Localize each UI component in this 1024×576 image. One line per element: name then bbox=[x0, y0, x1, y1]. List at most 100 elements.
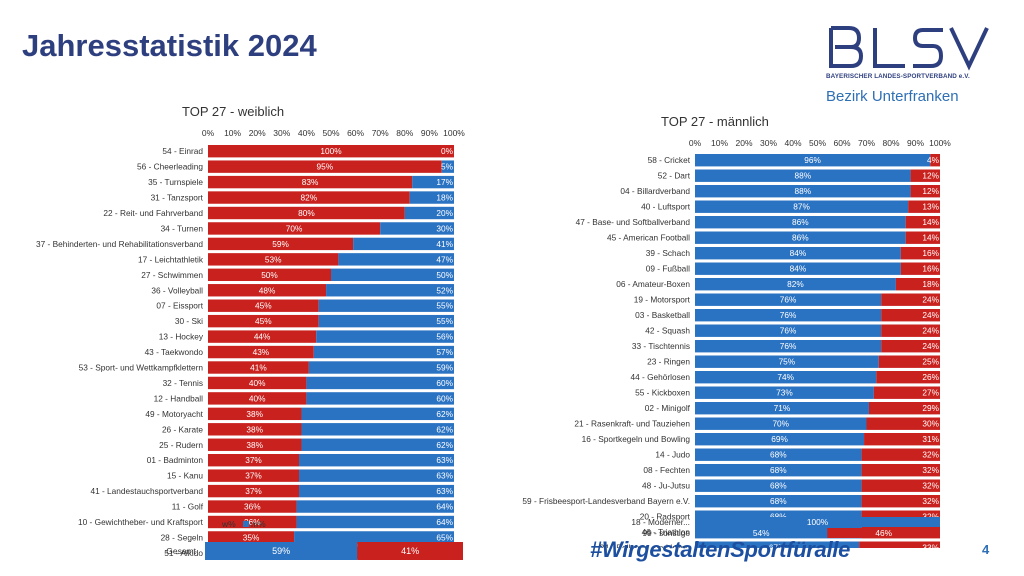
data-label: 0% bbox=[441, 146, 454, 156]
bar-m-12 bbox=[316, 330, 454, 343]
category-label: 59 - Frisbeesport-Landesverband Bayern e… bbox=[522, 496, 690, 506]
bar-m-1 bbox=[695, 169, 911, 182]
bar-m-22 bbox=[695, 495, 862, 508]
x-tick-label: 50% bbox=[809, 138, 826, 148]
logo-bezirk: Bezirk Unterfranken bbox=[826, 88, 959, 105]
extra-data-label-w: 46% bbox=[875, 528, 892, 538]
bar-w-17 bbox=[866, 417, 940, 430]
x-tick-label: 60% bbox=[833, 138, 850, 148]
category-label: 41 - Landestauchsportverband bbox=[90, 486, 203, 496]
category-label: 45 - American Football bbox=[607, 233, 690, 243]
category-label: 39 - Schach bbox=[646, 248, 691, 258]
data-label: 32% bbox=[922, 496, 939, 506]
category-label: 04 - Billardverband bbox=[620, 186, 690, 196]
data-label: 44% bbox=[254, 332, 271, 342]
data-label: 83% bbox=[302, 177, 319, 187]
bar-w-16 bbox=[208, 392, 307, 405]
page-number: 4 bbox=[982, 542, 990, 557]
legend-swatch-m bbox=[243, 521, 249, 527]
bar-m-20 bbox=[695, 464, 862, 477]
x-tick-label: 40% bbox=[298, 128, 315, 138]
hashtag: #WirgestaltenSportfüralle bbox=[590, 537, 851, 562]
bar-m-19 bbox=[301, 438, 454, 451]
data-label: 45% bbox=[255, 301, 272, 311]
data-label: 38% bbox=[246, 424, 263, 434]
data-label: 26% bbox=[922, 372, 939, 382]
data-label: 73% bbox=[776, 388, 793, 398]
data-label: 68% bbox=[770, 450, 787, 460]
category-label: 13 - Hockey bbox=[159, 332, 204, 342]
bar-w-21 bbox=[208, 469, 300, 482]
data-label: 55% bbox=[436, 301, 453, 311]
data-label: 12% bbox=[922, 171, 939, 181]
data-label: 70% bbox=[772, 419, 789, 429]
legend-swatch-w bbox=[214, 521, 220, 527]
bar-m-16 bbox=[306, 392, 454, 405]
data-label: 12% bbox=[922, 186, 939, 196]
category-label: 26 - Karate bbox=[162, 424, 203, 434]
bar-w-11 bbox=[208, 314, 319, 328]
category-label: 24 - Rollsport- und Inline bbox=[600, 543, 691, 548]
bar-m-7 bbox=[338, 253, 454, 266]
data-label: 88% bbox=[794, 171, 811, 181]
data-label: 59% bbox=[272, 239, 289, 249]
extra-bar-m-1 bbox=[695, 528, 828, 538]
bar-m-5 bbox=[380, 222, 454, 235]
category-label: 36 - Volleyball bbox=[151, 285, 203, 295]
bar-w-18 bbox=[864, 433, 940, 446]
category-label: 46 - Triathlon bbox=[642, 527, 691, 537]
x-tick-label: 30% bbox=[760, 138, 777, 148]
data-label: 32% bbox=[922, 512, 939, 522]
extra-data-label-m: 54% bbox=[753, 528, 770, 538]
data-label: 67% bbox=[769, 543, 786, 548]
data-label: 88% bbox=[794, 186, 811, 196]
data-label: 37% bbox=[245, 455, 262, 465]
data-label: 96% bbox=[804, 155, 821, 165]
x-tick-label: 90% bbox=[421, 128, 438, 138]
data-label: 76% bbox=[780, 326, 797, 336]
data-label: 62% bbox=[436, 409, 453, 419]
bar-w-4 bbox=[905, 216, 940, 229]
category-label: 54 - Einrad bbox=[162, 146, 203, 156]
category-label: 30 - Ski bbox=[175, 316, 203, 326]
category-label: 51 - Aikido bbox=[164, 548, 203, 558]
bar-w-7 bbox=[900, 262, 940, 275]
bar-w-9 bbox=[881, 293, 940, 306]
bar-w-16 bbox=[868, 402, 940, 415]
data-label: 37% bbox=[245, 486, 262, 496]
bar-w-20 bbox=[861, 464, 940, 477]
bar-w-23 bbox=[208, 500, 297, 513]
category-label: 35 - Turnspiele bbox=[148, 177, 203, 187]
category-label: 02 - Minigolf bbox=[645, 403, 691, 413]
data-label: 32% bbox=[922, 450, 939, 460]
data-label: 53% bbox=[265, 254, 282, 264]
bar-m-0 bbox=[695, 154, 931, 167]
category-label: 01 - Badminton bbox=[147, 455, 204, 465]
data-label: 40% bbox=[249, 393, 266, 403]
data-label: 17% bbox=[436, 177, 453, 187]
bar-w-5 bbox=[905, 231, 940, 244]
category-label: 43 - Taekwondo bbox=[145, 347, 204, 357]
data-label: 18% bbox=[922, 279, 939, 289]
data-label: 69% bbox=[771, 434, 788, 444]
bar-m-14 bbox=[695, 371, 877, 384]
bar-m-7 bbox=[695, 262, 901, 275]
bar-w-10 bbox=[208, 299, 319, 312]
data-label: 52% bbox=[436, 285, 453, 295]
data-label: 24% bbox=[922, 310, 939, 320]
data-label: 36% bbox=[244, 517, 261, 527]
bar-m-12 bbox=[695, 340, 882, 353]
data-label: 38% bbox=[246, 409, 263, 419]
data-label: 32% bbox=[922, 481, 939, 491]
bar-m-13 bbox=[313, 345, 454, 359]
bar-w-11 bbox=[881, 324, 940, 337]
category-label: 16 - Sportkegeln und Bowling bbox=[582, 434, 691, 444]
category-label: 17 - Leichtathletik bbox=[138, 254, 204, 264]
bar-m-18 bbox=[301, 423, 454, 436]
data-label: 59% bbox=[436, 363, 453, 373]
category-label: 11 - Golf bbox=[172, 502, 204, 512]
x-tick-label: 100% bbox=[929, 138, 951, 148]
bar-m-4 bbox=[404, 206, 454, 220]
bar-w-18 bbox=[208, 423, 302, 436]
data-label: 64% bbox=[436, 517, 453, 527]
